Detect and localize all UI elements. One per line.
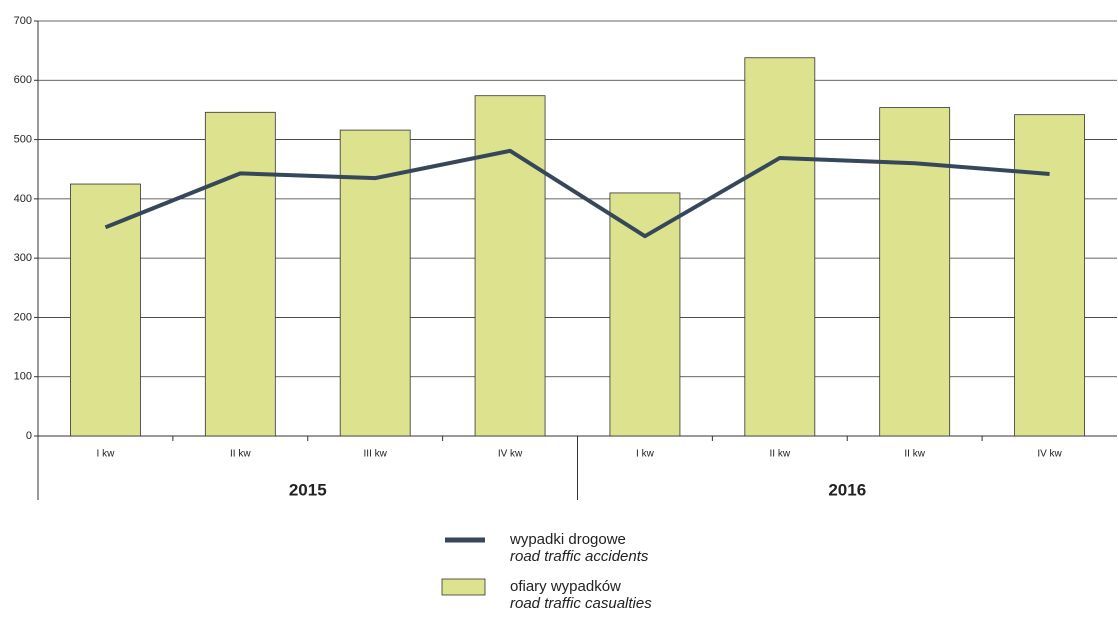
bar — [474, 95, 546, 437]
bar — [70, 183, 141, 437]
bar — [204, 111, 276, 437]
x-tick-label: III kw — [364, 449, 388, 460]
line — [104, 148, 1050, 239]
legend-label: wypadki drogowe — [509, 531, 626, 548]
bar — [339, 129, 411, 437]
bar — [744, 57, 816, 437]
x-tick-label: II kw — [904, 449, 925, 460]
x-tick-label: I kw — [636, 449, 655, 460]
group-label: 2015 — [289, 480, 327, 499]
y-tick-label: 0 — [26, 430, 32, 442]
bar — [609, 192, 681, 437]
y-tick-label: 100 — [14, 371, 32, 383]
x-tick-label: IV kw — [498, 449, 523, 460]
x-tick-label: II kw — [230, 449, 251, 460]
x-tick-label: IV kw — [1037, 449, 1062, 460]
y-tick-label: 300 — [14, 252, 32, 264]
x-tick-label: II kw — [770, 449, 791, 460]
bar — [1014, 114, 1085, 437]
y-tick-label: 500 — [14, 133, 32, 145]
bar — [879, 107, 951, 437]
legend-label: ofiary wypadków — [510, 578, 621, 595]
legend-swatch — [441, 578, 486, 596]
x-tick-label: I kw — [97, 449, 116, 460]
y-tick-label: 700 — [14, 15, 32, 27]
legend-label-en: road traffic casualties — [510, 595, 652, 612]
y-tick-label: 600 — [14, 74, 32, 86]
y-tick-label: 200 — [14, 311, 32, 323]
group-label: 2016 — [828, 480, 866, 499]
legend-label-en: road traffic accidents — [510, 548, 649, 565]
y-tick-label: 400 — [14, 193, 32, 205]
